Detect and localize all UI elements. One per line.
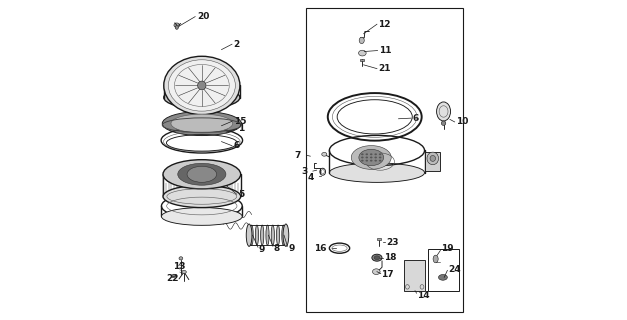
Ellipse shape (370, 153, 372, 155)
Text: 14: 14 (417, 291, 429, 300)
Ellipse shape (250, 225, 253, 245)
Text: 1: 1 (238, 124, 245, 133)
Text: 4: 4 (307, 173, 314, 182)
Text: 9: 9 (288, 244, 295, 253)
Ellipse shape (359, 149, 384, 166)
Text: 24: 24 (448, 265, 461, 274)
Text: 12: 12 (379, 20, 391, 29)
Ellipse shape (162, 208, 242, 225)
Ellipse shape (433, 255, 438, 263)
Ellipse shape (172, 274, 176, 277)
Ellipse shape (374, 153, 377, 155)
Ellipse shape (427, 152, 438, 165)
Text: 3: 3 (301, 167, 307, 176)
Ellipse shape (366, 160, 368, 162)
Bar (377, 238, 381, 240)
Text: 6: 6 (413, 114, 419, 123)
Ellipse shape (271, 225, 275, 245)
Ellipse shape (322, 152, 327, 156)
Ellipse shape (370, 160, 372, 162)
Ellipse shape (359, 50, 366, 56)
Text: 22: 22 (166, 274, 179, 283)
Ellipse shape (182, 270, 186, 274)
Text: 6: 6 (234, 141, 240, 150)
Ellipse shape (277, 225, 280, 245)
Bar (425, 152, 440, 172)
Ellipse shape (171, 114, 233, 133)
Ellipse shape (178, 163, 226, 185)
Ellipse shape (441, 121, 446, 125)
Text: 5: 5 (238, 190, 245, 199)
Text: 7: 7 (295, 151, 301, 160)
Text: 20: 20 (197, 12, 209, 21)
Ellipse shape (379, 153, 381, 155)
Text: 21: 21 (379, 64, 391, 73)
Ellipse shape (370, 156, 372, 158)
Text: 10: 10 (456, 117, 468, 126)
Ellipse shape (361, 156, 364, 158)
Text: 17: 17 (381, 270, 394, 279)
Ellipse shape (366, 156, 368, 158)
Ellipse shape (436, 102, 451, 121)
Ellipse shape (366, 153, 368, 155)
Ellipse shape (198, 81, 206, 90)
Ellipse shape (246, 224, 252, 246)
Ellipse shape (359, 37, 364, 44)
Ellipse shape (361, 153, 364, 155)
Ellipse shape (187, 166, 216, 182)
Ellipse shape (361, 160, 364, 162)
Ellipse shape (372, 269, 380, 275)
Text: 23: 23 (386, 238, 398, 247)
Ellipse shape (168, 60, 235, 111)
Ellipse shape (164, 56, 240, 115)
Bar (305, 8, 463, 312)
Ellipse shape (164, 86, 240, 108)
Ellipse shape (372, 254, 382, 261)
Text: 15: 15 (234, 117, 246, 126)
Ellipse shape (438, 275, 448, 280)
Ellipse shape (282, 225, 285, 245)
Ellipse shape (329, 163, 424, 182)
Ellipse shape (174, 23, 179, 28)
Ellipse shape (374, 256, 380, 260)
Ellipse shape (163, 160, 241, 189)
Ellipse shape (163, 185, 241, 208)
Ellipse shape (162, 111, 241, 136)
Text: 19: 19 (441, 244, 454, 253)
Text: 11: 11 (379, 46, 392, 55)
Ellipse shape (179, 257, 183, 260)
Text: 9: 9 (258, 245, 265, 254)
Ellipse shape (379, 160, 381, 162)
Text: 8: 8 (273, 244, 280, 253)
Ellipse shape (255, 225, 258, 245)
Ellipse shape (283, 224, 289, 246)
Ellipse shape (266, 225, 269, 245)
Text: 2: 2 (234, 40, 240, 49)
Bar (361, 59, 364, 61)
Text: 16: 16 (314, 244, 327, 253)
Ellipse shape (351, 146, 391, 169)
Ellipse shape (379, 156, 381, 158)
Ellipse shape (430, 156, 436, 161)
Text: 13: 13 (173, 262, 186, 271)
Ellipse shape (374, 156, 377, 158)
Bar (428, 250, 460, 291)
Ellipse shape (374, 160, 377, 162)
Text: 18: 18 (384, 253, 396, 262)
Bar (404, 260, 424, 291)
Ellipse shape (261, 225, 264, 245)
Ellipse shape (175, 26, 178, 29)
